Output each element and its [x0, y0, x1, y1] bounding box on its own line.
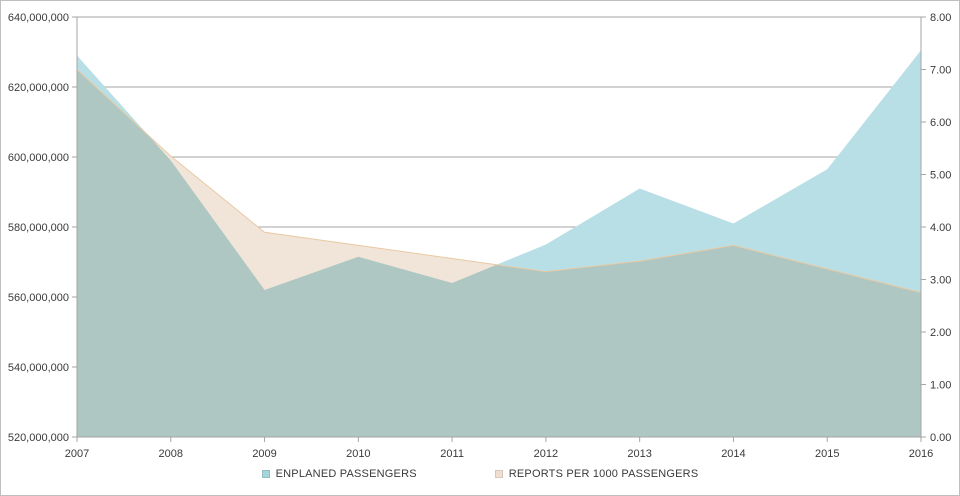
- chart-legend: ENPLANED PASSENGERS REPORTS PER 1000 PAS…: [1, 467, 959, 481]
- left-axis-tick-label: 580,000,000: [8, 222, 69, 234]
- area-overlap: [77, 69, 921, 437]
- right-axis-tick-label: 5.00: [930, 170, 951, 182]
- legend-label-reports: REPORTS PER 1000 PASSENGERS: [508, 468, 699, 480]
- x-axis-tick-label: 2015: [815, 448, 839, 460]
- left-axis-tick-label: 520,000,000: [8, 432, 69, 444]
- legend-swatch-enplaned-icon: [261, 470, 270, 478]
- right-axis-tick-label: 3.00: [930, 275, 951, 287]
- right-axis-tick-label: 2.00: [930, 327, 951, 339]
- legend-label-enplaned: ENPLANED PASSENGERS: [275, 468, 417, 480]
- x-axis-tick-label: 2008: [159, 448, 183, 460]
- x-axis-tick-label: 2009: [252, 448, 276, 460]
- reports-edge-line: [76, 69, 922, 294]
- left-axis-tick-label: 560,000,000: [8, 292, 69, 304]
- x-axis-tick-label: 2016: [909, 448, 933, 460]
- right-axis-tick-label: 0.00: [930, 432, 951, 444]
- left-axis-tick-label: 540,000,000: [8, 362, 69, 374]
- x-axis-tick-label: 2011: [440, 448, 464, 460]
- x-axis-tick-label: 2013: [627, 448, 651, 460]
- x-axis-tick-label: 2014: [721, 448, 745, 460]
- left-axis-tick-label: 600,000,000: [8, 152, 69, 164]
- legend-item-enplaned-passengers: ENPLANED PASSENGERS: [261, 467, 417, 481]
- legend-swatch-reports-icon: [494, 470, 503, 478]
- right-axis-tick-label: 1.00: [930, 380, 951, 392]
- left-axis-tick-label: 640,000,000: [8, 12, 69, 24]
- x-axis-tick-label: 2007: [65, 448, 89, 460]
- right-axis-tick-label: 4.00: [930, 222, 951, 234]
- legend-item-reports-per-1000: REPORTS PER 1000 PASSENGERS: [494, 467, 699, 481]
- x-axis-tick-label: 2012: [534, 448, 558, 460]
- left-axis-tick-label: 620,000,000: [8, 82, 69, 94]
- right-axis-tick-label: 8.00: [930, 12, 951, 24]
- right-axis-tick-label: 7.00: [930, 65, 951, 77]
- x-axis-tick-label: 2010: [346, 448, 370, 460]
- right-axis-tick-label: 6.00: [930, 117, 951, 129]
